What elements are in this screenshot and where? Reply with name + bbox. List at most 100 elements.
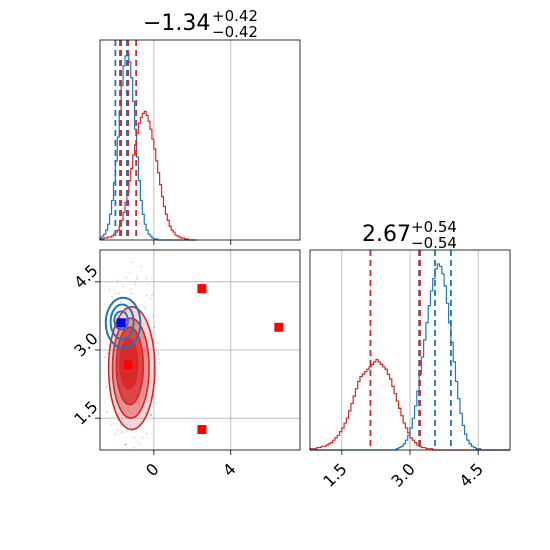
sample-point [126, 423, 128, 426]
sample-point [157, 378, 160, 381]
sample-point [121, 431, 123, 434]
x-tick-label: 4.5 [456, 459, 487, 490]
sample-point [144, 307, 147, 310]
sample-point [157, 353, 160, 356]
sample-point [157, 351, 160, 354]
y-tick-label: 4.5 [70, 261, 101, 292]
sample-point [110, 423, 112, 426]
sample-point [145, 277, 148, 280]
x-tick-label: 3.0 [387, 459, 418, 490]
sample-point [106, 385, 108, 388]
marker-blue [116, 318, 126, 328]
sample-point [125, 310, 128, 313]
contour-blue [109, 303, 135, 341]
sample-point [146, 376, 149, 378]
sample-point [125, 443, 128, 446]
x-tick-label: 4 [219, 459, 240, 480]
y-tick-label: 3.0 [70, 329, 101, 360]
marker-red [197, 284, 207, 294]
title-1-value: −1.34 [143, 11, 210, 36]
marker-red [274, 322, 284, 332]
sample-point [141, 436, 144, 439]
sample-point [149, 396, 152, 399]
sample-point [153, 401, 156, 404]
x-tick-label: 1.5 [319, 459, 350, 490]
panel-frame [99, 39, 301, 241]
sample-point [106, 352, 109, 355]
sample-point [124, 443, 127, 446]
sample-point [122, 285, 125, 288]
marker-red [197, 425, 207, 435]
hist-red [99, 110, 197, 241]
sample-point [120, 414, 123, 416]
contour-blue [113, 310, 129, 331]
sample-point [145, 433, 148, 435]
sample-point [150, 414, 152, 416]
sample-point [132, 446, 135, 449]
sample-point [142, 336, 145, 339]
sample-point [151, 294, 153, 297]
sample-point [129, 424, 132, 427]
sample-point [143, 350, 146, 353]
sample-point [111, 295, 113, 298]
sample-point [158, 362, 161, 365]
sample-point [125, 276, 128, 279]
sample-point [145, 324, 148, 327]
sample-point [158, 357, 161, 360]
title-param-1: −1.34 +0.42 −0.42 [143, 7, 258, 41]
panel-hist-param-2: 1.5 3.0 4.5 [309, 249, 511, 491]
title-2-value: 2.67 [362, 222, 411, 247]
x-tick-label: 0 [142, 459, 163, 480]
sample-point [153, 326, 156, 329]
sample-point [119, 300, 122, 303]
sample-point [136, 440, 139, 443]
sample-point [110, 420, 112, 423]
sample-point [149, 297, 152, 300]
marker-red [123, 360, 133, 370]
sample-point [136, 275, 139, 277]
sample-point [136, 277, 139, 280]
sample-point [114, 330, 117, 333]
sample-point [129, 288, 132, 291]
sample-point [125, 443, 127, 446]
sample-point [149, 413, 152, 416]
sample-point [134, 283, 137, 286]
sample-point [149, 381, 152, 384]
sample-point [129, 411, 132, 414]
title-2-upper: +0.54 [411, 218, 457, 236]
sample-point [116, 429, 119, 431]
panel-hist-param-1 [99, 39, 301, 245]
sample-point [157, 341, 159, 344]
sample-point [144, 305, 147, 308]
sample-point [118, 292, 120, 295]
sample-point [129, 271, 131, 274]
sample-point [127, 421, 130, 423]
sample-point [133, 436, 136, 439]
sample-point [127, 409, 130, 412]
sample-point [147, 283, 150, 285]
sample-point [140, 265, 142, 268]
sample-point [116, 419, 119, 422]
sample-point [144, 412, 147, 414]
title-1-upper: +0.42 [212, 7, 258, 25]
sample-point [130, 292, 133, 295]
sample-point [109, 376, 112, 379]
sample-point [142, 394, 145, 397]
sample-point [116, 280, 119, 282]
title-2-lower: −0.54 [411, 234, 457, 252]
sample-point [114, 433, 116, 436]
panel-scatter-contour: 0 4 1.5 3.0 4.5 [70, 249, 301, 480]
sample-point [105, 387, 108, 390]
sample-point [103, 356, 106, 358]
sample-point [103, 319, 106, 321]
title-1-lower: −0.42 [212, 23, 258, 41]
plot-area [100, 250, 300, 450]
sample-point [114, 292, 117, 295]
sample-point [105, 411, 108, 414]
sample-point [137, 401, 140, 403]
sample-point [114, 405, 117, 408]
sample-point [131, 261, 134, 264]
sample-point [145, 400, 148, 403]
sample-point [150, 414, 153, 417]
